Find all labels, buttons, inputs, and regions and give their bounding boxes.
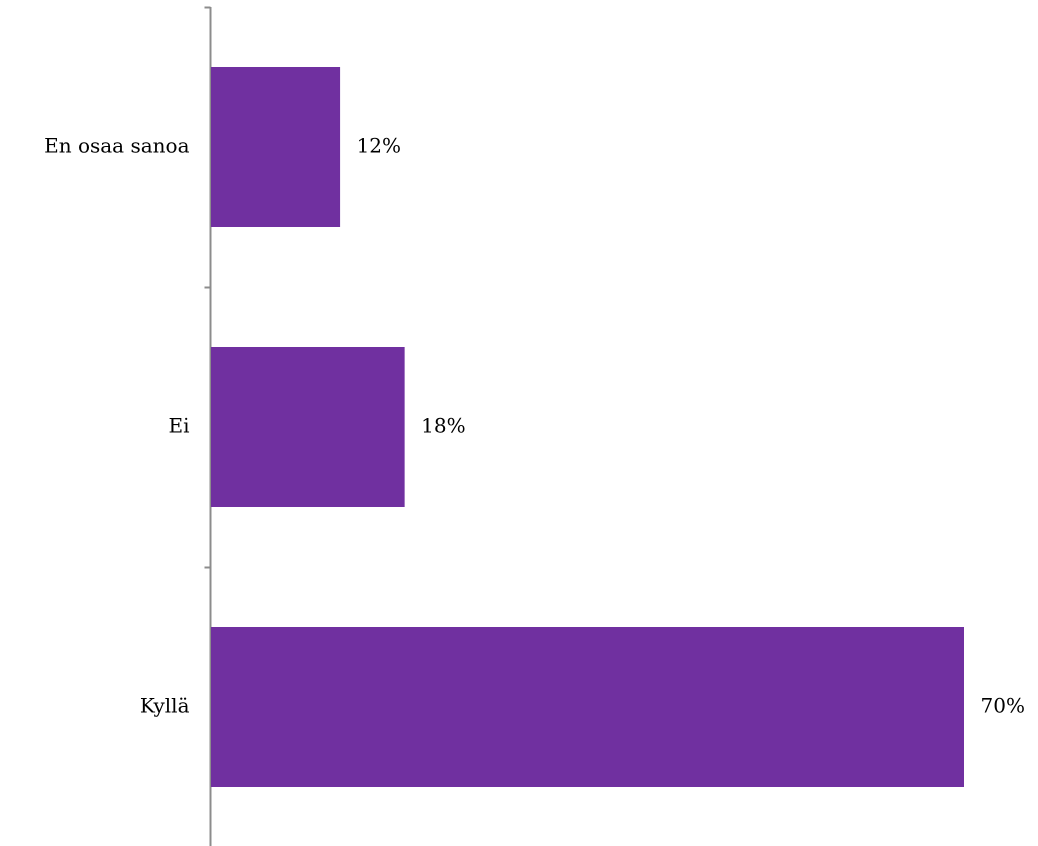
data-label-1: 18% xyxy=(421,414,465,438)
bar-0 xyxy=(211,67,341,227)
bar-2 xyxy=(211,627,964,787)
labels: En osaa sanoa 12% Ei 18% Kyllä 70% xyxy=(44,134,1025,718)
category-axis xyxy=(204,6,212,846)
category-label-1: Ei xyxy=(169,414,190,438)
category-label-0: En osaa sanoa xyxy=(44,134,189,158)
data-label-2: 70% xyxy=(981,694,1025,718)
data-label-0: 12% xyxy=(357,134,401,158)
category-label-2: Kyllä xyxy=(140,694,190,718)
bar-1 xyxy=(211,347,405,507)
bars xyxy=(211,67,964,787)
